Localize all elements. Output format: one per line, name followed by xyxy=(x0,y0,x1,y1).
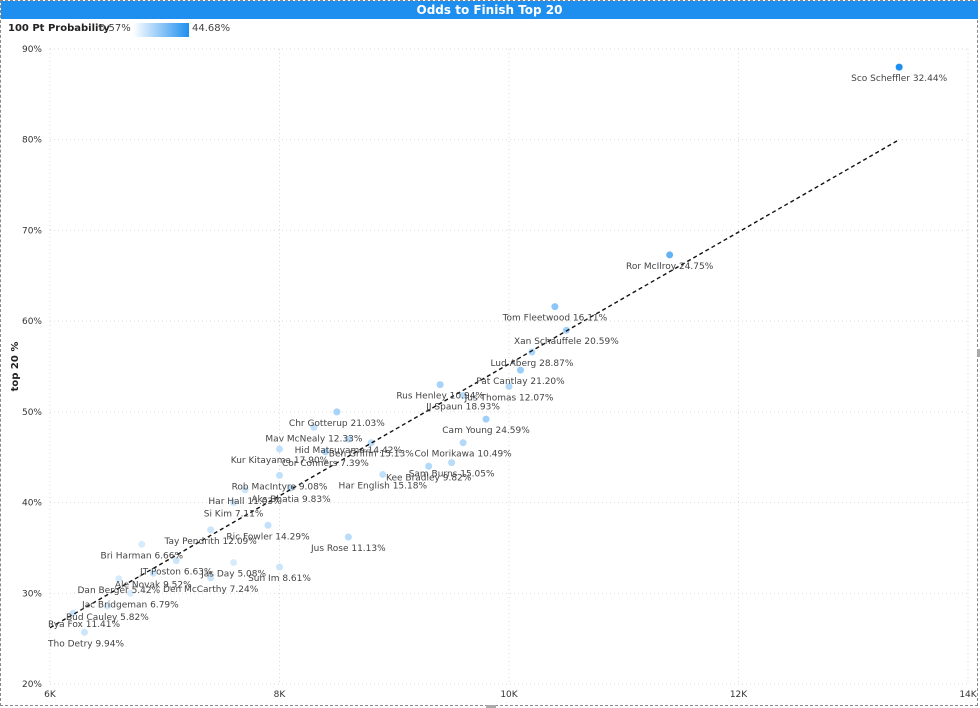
data-label: Jus Thomas 12.07% xyxy=(464,393,554,403)
data-label: Ben Griffin 15.13% xyxy=(329,450,414,460)
data-label: Har Hall 11.03% xyxy=(208,497,282,507)
data-point xyxy=(551,303,559,311)
legend-label: 100 Pt Probability xyxy=(8,23,110,34)
data-point xyxy=(276,471,283,479)
data-label: JJ Spaun 18.93% xyxy=(425,403,500,413)
data-label: Xan Schauffele 20.59% xyxy=(514,337,619,347)
data-point xyxy=(367,439,375,447)
y-tick-label: 80% xyxy=(22,136,42,146)
legend-min-value: 0.57% xyxy=(99,23,131,34)
data-label: Si Kim 7.11% xyxy=(204,510,264,520)
data-label: Ric Fowler 14.29% xyxy=(226,532,310,542)
data-label: Mav McNealy 12.33% xyxy=(265,434,362,444)
data-point xyxy=(103,602,111,610)
data-label: Tom Fleetwood 16.11% xyxy=(502,314,608,324)
data-point xyxy=(207,526,215,534)
data-label: Sco Scheffler 32.44% xyxy=(851,74,947,84)
y-tick-label: 90% xyxy=(22,45,42,55)
data-label: Bud Cauley 5.82% xyxy=(66,613,149,623)
x-tick-label: 8K xyxy=(274,690,287,700)
data-label: Rob MacIntyre 9.08% xyxy=(232,482,328,492)
data-label: Aks Bhatia 9.83% xyxy=(251,495,331,505)
data-point xyxy=(459,392,467,400)
data-label: Col Morikawa 10.49% xyxy=(414,450,512,460)
y-tick-label: 70% xyxy=(22,226,42,236)
data-point xyxy=(528,348,536,356)
data-point xyxy=(344,533,352,541)
data-point xyxy=(149,569,157,577)
y-tick-label: 30% xyxy=(22,589,42,599)
data-label: Tay Pendrith 12.09% xyxy=(163,537,257,547)
legend-gradient-bar xyxy=(133,23,189,37)
data-label: Den McCarthy 7.24% xyxy=(163,585,259,595)
data-point xyxy=(516,366,524,374)
data-label: Kee Bradley 9.82% xyxy=(386,473,472,483)
data-point xyxy=(172,557,180,565)
resize-handle-bottom[interactable] xyxy=(486,705,496,708)
data-point xyxy=(126,589,134,597)
data-label: Cor Conners 7.39% xyxy=(282,459,369,469)
x-tick-label: 14K xyxy=(959,690,977,700)
data-point xyxy=(895,63,903,71)
trend-line xyxy=(49,139,900,629)
data-label: Har English 15.18% xyxy=(339,481,428,491)
data-label: Lud Aberg 28.87% xyxy=(490,359,573,369)
data-point xyxy=(505,382,513,390)
data-point xyxy=(241,486,249,494)
data-point xyxy=(333,408,341,416)
y-tick-label: 50% xyxy=(22,408,42,418)
resize-handle-right[interactable] xyxy=(977,349,980,357)
x-tick-label: 12K xyxy=(730,690,748,700)
data-label: Tho Detry 9.94% xyxy=(47,639,124,649)
data-point xyxy=(138,540,146,548)
y-tick-label: 60% xyxy=(22,317,42,327)
y-tick-label: 40% xyxy=(22,499,42,509)
data-label: Ror McIlroy 24.75% xyxy=(626,262,714,272)
data-label: Bri Harman 6.66% xyxy=(101,551,184,561)
y-tick-label: 20% xyxy=(22,680,42,690)
data-point xyxy=(436,381,444,389)
legend-max-value: 44.68% xyxy=(192,23,231,34)
chart-title: Odds to Finish Top 20 xyxy=(1,1,978,19)
data-label: Sun Im 8.61% xyxy=(248,574,311,584)
data-point xyxy=(80,628,88,636)
data-point xyxy=(459,439,467,447)
data-point xyxy=(344,435,352,443)
data-label: Kur Kitayama 17.90% xyxy=(231,456,329,466)
data-label: Jas Day 5.08% xyxy=(200,569,266,579)
data-point xyxy=(264,521,272,529)
data-label: JT Poston 6.63% xyxy=(139,568,213,578)
data-point xyxy=(115,575,123,583)
data-point xyxy=(276,445,283,453)
data-label: Jac Bridgeman 6.79% xyxy=(81,600,179,610)
data-point xyxy=(276,563,283,571)
data-label: Jus Rose 11.13% xyxy=(310,544,386,554)
data-point xyxy=(230,558,238,566)
data-point xyxy=(448,459,456,467)
data-point xyxy=(666,251,674,259)
x-tick-label: 6K xyxy=(44,690,57,700)
data-point xyxy=(230,499,238,507)
data-point xyxy=(425,462,433,470)
data-label: Ale Novak 9.52% xyxy=(115,580,192,590)
x-tick-label: 10K xyxy=(500,690,518,700)
y-axis-title: top 20 % xyxy=(10,342,21,392)
data-point xyxy=(321,448,329,456)
data-point xyxy=(310,423,318,431)
data-label: Dan Berger 5.42% xyxy=(78,586,161,596)
data-label: Pat Cantlay 21.20% xyxy=(476,377,565,387)
data-label: Cam Young 24.59% xyxy=(442,426,530,436)
data-point xyxy=(482,415,490,423)
data-label: Sam Burns 15.05% xyxy=(409,470,495,480)
data-label: Rus Henley 10.94% xyxy=(396,392,484,402)
data-label: Rya Fox 11.41% xyxy=(48,620,121,630)
data-point xyxy=(379,470,387,478)
data-point xyxy=(207,574,215,582)
data-label: Chr Gotterup 21.03% xyxy=(289,419,385,429)
data-label: Hid Matsuyama 14.42% xyxy=(295,446,403,456)
